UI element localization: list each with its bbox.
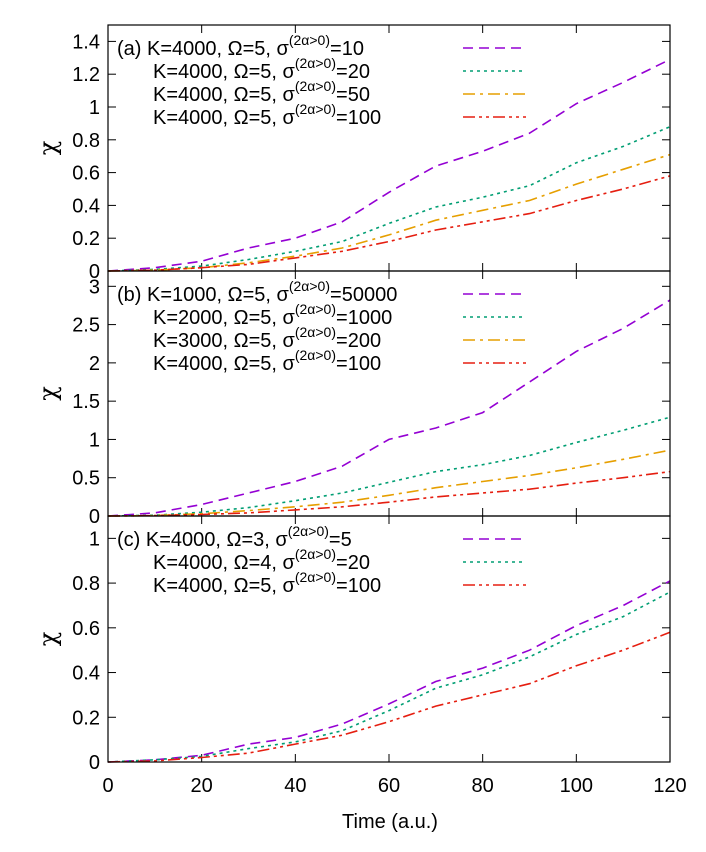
y-tick-label: 0 bbox=[89, 506, 100, 528]
legend-superscript: (2α>0) bbox=[295, 101, 336, 117]
legend-name: K=4000, Ω=4, σ bbox=[153, 552, 295, 574]
y-tick-label: 0.6 bbox=[72, 163, 100, 185]
legend-label-1: K=4000, Ω=4, σ(2α>0)=20 bbox=[153, 546, 370, 574]
legend-superscript: (2α>0) bbox=[289, 278, 330, 294]
legend-name: K=4000, Ω=5, σ bbox=[153, 575, 295, 597]
series-line-2 bbox=[107, 153, 671, 272]
panel-0: 00.20.40.60.811.21.4χ(a) K=4000, Ω=5, σ(… bbox=[34, 24, 671, 283]
x-tick-label: 20 bbox=[191, 775, 213, 797]
y-tick-label: 0.4 bbox=[72, 663, 100, 685]
legend-name: K=4000, Ω=5, σ bbox=[147, 38, 289, 60]
y-axis-label: χ bbox=[34, 631, 62, 646]
legend-value: =100 bbox=[336, 107, 381, 129]
legend-name: K=4000, Ω=3, σ bbox=[146, 529, 288, 551]
x-tick-label: 0 bbox=[102, 775, 113, 797]
panel-2: 00.20.40.60.81χ(c) K=4000, Ω=3, σ(2α>0)=… bbox=[34, 515, 671, 774]
y-tick-label: 2 bbox=[89, 353, 100, 375]
legend-label-0: (b) K=1000, Ω=5, σ(2α>0)=50000 bbox=[117, 278, 397, 306]
legend-superscript: (2α>0) bbox=[289, 32, 330, 48]
legend-superscript: (2α>0) bbox=[295, 347, 336, 363]
legend-label-3: K=4000, Ω=5, σ(2α>0)=100 bbox=[153, 101, 381, 129]
legend-label-1: K=4000, Ω=5, σ(2α>0)=20 bbox=[153, 55, 370, 83]
legend-superscript: (2α>0) bbox=[295, 546, 336, 562]
legend-superscript: (2α>0) bbox=[295, 78, 336, 94]
legend-value: =50 bbox=[336, 84, 370, 106]
x-tick-label: 80 bbox=[472, 775, 494, 797]
panel-1: 00.511.522.53χ(b) K=1000, Ω=5, σ(2α>0)=5… bbox=[34, 270, 671, 528]
legend-label-2: K=4000, Ω=5, σ(2α>0)=100 bbox=[153, 569, 381, 597]
legend-label-2: K=4000, Ω=5, σ(2α>0)=50 bbox=[153, 78, 370, 106]
y-tick-label: 0 bbox=[89, 752, 100, 774]
legend-superscript: (2α>0) bbox=[295, 55, 336, 71]
panel-tag: (a) bbox=[117, 38, 147, 60]
y-tick-label: 1 bbox=[89, 97, 100, 119]
y-tick-label: 1 bbox=[89, 528, 100, 550]
legend-name: K=1000, Ω=5, σ bbox=[147, 284, 289, 306]
series-line-1 bbox=[107, 416, 671, 517]
y-tick-label: 1.4 bbox=[72, 31, 100, 53]
legend-value: =100 bbox=[336, 353, 381, 375]
legend-superscript: (2α>0) bbox=[288, 523, 329, 539]
y-tick-label: 0 bbox=[89, 261, 100, 283]
y-tick-label: 0.5 bbox=[72, 468, 100, 490]
series-line-3 bbox=[107, 470, 671, 517]
y-tick-label: 1.2 bbox=[72, 64, 100, 86]
series-line-1 bbox=[107, 591, 671, 763]
legend-name: K=4000, Ω=5, σ bbox=[153, 107, 295, 129]
y-tick-label: 1 bbox=[89, 429, 100, 451]
legend-name: K=4000, Ω=5, σ bbox=[153, 353, 295, 375]
y-tick-label: 0.4 bbox=[72, 195, 100, 217]
legend-label-0: (c) K=4000, Ω=3, σ(2α>0)=5 bbox=[117, 523, 352, 551]
series-line-0 bbox=[107, 299, 671, 517]
legend-superscript: (2α>0) bbox=[295, 324, 336, 340]
y-tick-label: 0.2 bbox=[72, 707, 100, 729]
y-tick-label: 0.6 bbox=[72, 618, 100, 640]
plot-frame bbox=[107, 515, 671, 763]
y-tick-label: 1.5 bbox=[72, 391, 100, 413]
legend-value: =20 bbox=[336, 552, 370, 574]
legend-value: =100 bbox=[336, 575, 381, 597]
legend-name: K=3000, Ω=5, σ bbox=[153, 330, 295, 352]
y-axis-label: χ bbox=[34, 140, 62, 155]
legend-value: =10 bbox=[330, 38, 364, 60]
legend-label-3: K=4000, Ω=5, σ(2α>0)=100 bbox=[153, 347, 381, 375]
panel-tag: (c) bbox=[117, 529, 146, 551]
legend-superscript: (2α>0) bbox=[295, 301, 336, 317]
y-tick-label: 2.5 bbox=[72, 315, 100, 337]
x-tick-label: 120 bbox=[653, 775, 686, 797]
series-line-0 bbox=[107, 58, 671, 272]
x-axis-label: Time (a.u.) bbox=[342, 811, 438, 833]
x-tick-label: 40 bbox=[284, 775, 306, 797]
y-axis-label: χ bbox=[34, 386, 62, 401]
x-tick-label: 100 bbox=[560, 775, 593, 797]
legend-label-1: K=2000, Ω=5, σ(2α>0)=1000 bbox=[153, 301, 392, 329]
series-line-1 bbox=[107, 125, 671, 272]
legend-name: K=4000, Ω=5, σ bbox=[153, 84, 295, 106]
legend-label-2: K=3000, Ω=5, σ(2α>0)=200 bbox=[153, 324, 381, 352]
legend-label-0: (a) K=4000, Ω=5, σ(2α>0)=10 bbox=[117, 32, 364, 60]
legend-superscript: (2α>0) bbox=[295, 569, 336, 585]
legend-name: K=4000, Ω=5, σ bbox=[153, 61, 295, 83]
y-tick-label: 3 bbox=[89, 276, 100, 298]
legend-value: =1000 bbox=[336, 307, 392, 329]
panel-tag: (b) bbox=[117, 284, 147, 306]
y-tick-label: 0.8 bbox=[72, 573, 100, 595]
series-line-0 bbox=[107, 580, 671, 763]
series-line-3 bbox=[107, 175, 671, 272]
legend-value: =50000 bbox=[330, 284, 397, 306]
legend-name: K=2000, Ω=5, σ bbox=[153, 307, 295, 329]
legend-value: =200 bbox=[336, 330, 381, 352]
y-tick-label: 0.2 bbox=[72, 228, 100, 250]
legend-value: =5 bbox=[329, 529, 352, 551]
series-line-2 bbox=[107, 631, 671, 763]
legend-value: =20 bbox=[336, 61, 370, 83]
y-tick-label: 0.8 bbox=[72, 130, 100, 152]
x-tick-label: 60 bbox=[378, 775, 400, 797]
